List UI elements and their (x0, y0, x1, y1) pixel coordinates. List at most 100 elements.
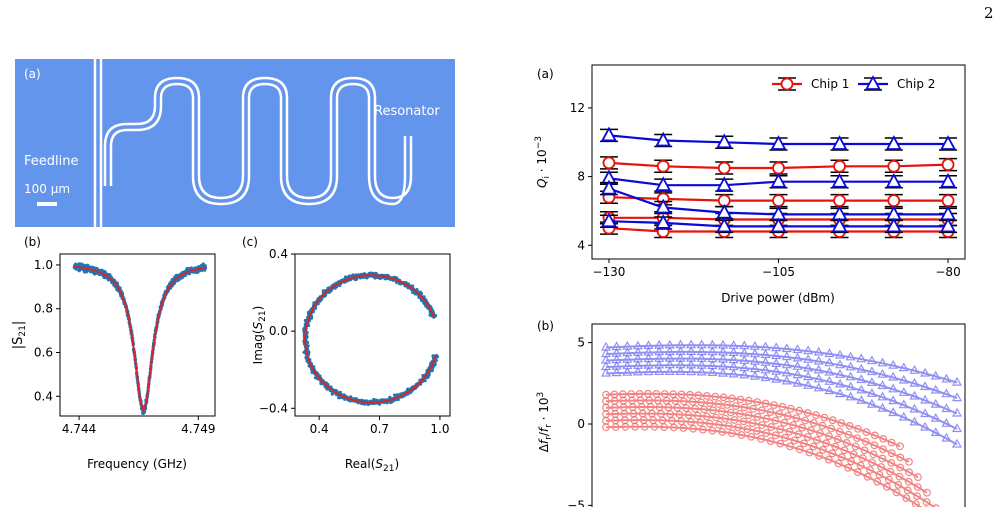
data-point (803, 345, 814, 355)
data-point (696, 366, 707, 376)
data-point (737, 431, 746, 439)
data-point (786, 404, 795, 413)
data-point (894, 481, 903, 489)
data-point (682, 404, 691, 413)
data-point (912, 500, 920, 507)
data-point (707, 367, 718, 376)
data-point (687, 418, 695, 426)
data-point (716, 217, 733, 233)
data-point (940, 217, 957, 233)
data-point (654, 366, 665, 375)
data-point (913, 483, 922, 492)
data-point (721, 414, 730, 423)
data-point (845, 361, 856, 371)
data-point (951, 376, 963, 386)
data-point (879, 435, 888, 443)
data-point (655, 198, 672, 214)
data-point (930, 412, 941, 422)
data-point (744, 411, 753, 420)
data-point (718, 407, 726, 416)
data-point (941, 194, 955, 208)
data-point (696, 418, 705, 427)
data-point (760, 372, 771, 382)
series-line (605, 370, 958, 446)
data-point (743, 425, 752, 434)
data-point (877, 380, 888, 390)
data-point (813, 355, 824, 365)
data-point (834, 388, 846, 398)
data-point (824, 366, 835, 376)
data-point (831, 135, 848, 150)
data-point (825, 432, 833, 441)
data-point (776, 439, 785, 448)
data-point (888, 359, 899, 369)
data-point (905, 468, 913, 477)
data-point (631, 422, 639, 431)
data-point (600, 367, 612, 377)
data-point (669, 423, 678, 432)
data-point (878, 454, 887, 463)
data-point (941, 418, 952, 427)
data-point (703, 412, 711, 421)
data-point (762, 414, 771, 423)
data-point (611, 423, 620, 431)
data-point (807, 426, 815, 435)
shift-curve (600, 366, 963, 448)
data-point (845, 381, 856, 391)
data-point (888, 407, 899, 417)
data-point (697, 398, 706, 407)
data-point (739, 369, 750, 379)
data-point (749, 404, 758, 413)
data-point (792, 369, 803, 379)
legend: Chip 1 Chip 2 (772, 75, 935, 91)
data-point (941, 388, 952, 398)
data-point (837, 453, 846, 462)
data-point (813, 346, 824, 356)
data-point (726, 408, 735, 417)
data-point (834, 369, 846, 378)
data-point (875, 470, 884, 479)
data-point (600, 212, 617, 228)
y-tick-label: −5 (567, 498, 585, 507)
data-point (877, 391, 888, 401)
data-point (870, 431, 879, 440)
data-point (728, 394, 736, 403)
shift-curve (600, 339, 963, 386)
y-axis-title: |S21| (11, 321, 28, 349)
data-point (715, 420, 723, 429)
data-point (845, 371, 856, 381)
data-point (883, 483, 891, 491)
data-point (905, 457, 913, 466)
data-point (736, 395, 745, 404)
data-point (903, 486, 912, 495)
data-point (734, 423, 742, 432)
data-point (831, 172, 848, 188)
data-point (930, 370, 941, 380)
data-points (302, 271, 440, 407)
frequency-shift-chart: (b) Δfr/fr · 103 −5 0 5 (536, 319, 966, 507)
data-point (761, 399, 770, 408)
data-point (714, 400, 723, 408)
data-point (951, 438, 963, 448)
data-point (632, 366, 643, 376)
data-point (675, 410, 684, 419)
data-point (887, 438, 896, 447)
s21-magnitude-chart: (b) Frequency (GHz) |S21| 4.744 4.749 0.4 0… (11, 235, 216, 471)
x-tick-label: 4.744 (62, 422, 96, 436)
data-point (762, 429, 771, 437)
data-point (719, 393, 728, 402)
y-tick-label: 0 (577, 417, 585, 431)
data-point (898, 387, 909, 396)
shift-curve (602, 389, 904, 451)
data-point (732, 402, 740, 411)
data-point (816, 429, 824, 438)
data-point (783, 412, 792, 420)
data-point (689, 424, 698, 433)
data-point (728, 368, 739, 378)
data-point (602, 423, 610, 432)
panel-b-label: (b) (24, 235, 41, 249)
data-point (866, 398, 877, 408)
data-point (800, 439, 808, 448)
series-line (605, 392, 901, 448)
data-point (851, 442, 860, 451)
